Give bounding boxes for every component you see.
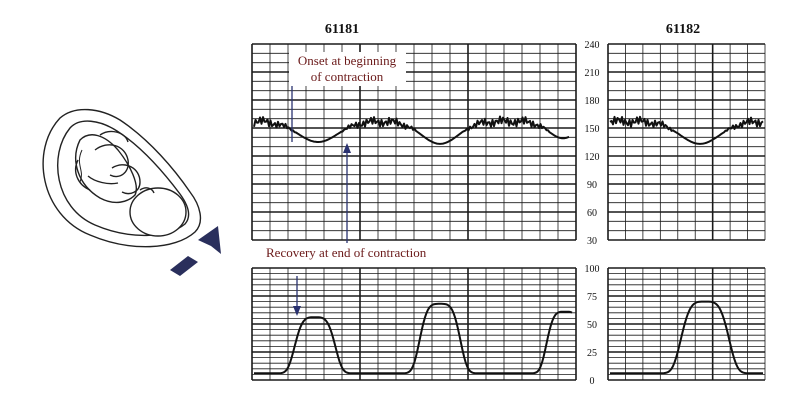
onset-annotation-box [289,52,406,86]
recovery-pointer-arrow-icon [343,143,351,245]
uc-tick-label: 75 [587,292,597,303]
fhr-tick-label: 240 [585,40,600,51]
onset-annotation-line2: of contraction [311,69,384,84]
fhr-tick-label: 30 [587,236,597,247]
panel-label-61181: 61181 [325,22,359,37]
uterine-pressure-arrow-icon [170,256,198,276]
fetus-in-uterus-illustration [42,108,202,248]
uterine-pressure-arrow-icon [198,226,221,254]
uc-tick-label: 25 [587,348,597,359]
panel-label-61182: 61182 [666,22,700,37]
uc-trace [254,300,763,375]
fhr-tick-label: 120 [585,152,600,163]
uc-tick-label: 50 [587,320,597,331]
fhr-tick-label: 210 [585,68,600,79]
onset-annotation-line1: Onset at beginning [298,53,397,68]
uc-tick-label: 0 [590,376,595,387]
uc-tick-label: 100 [585,264,600,275]
fhr-trace [253,115,764,145]
fhr-axis: 240 210 180 150 120 90 60 30 [585,40,600,247]
fhr-tick-label: 150 [585,124,600,135]
fhr-tick-label: 180 [585,96,600,107]
fhr-tick-label: 90 [587,180,597,191]
uc-axis: 100 75 50 25 0 [585,264,600,387]
recovery-annotation: Recovery at end of contraction [266,245,427,260]
uc-onset-pointer [293,276,301,316]
fhr-tick-label: 60 [587,208,597,219]
recovery-annotation-box [264,243,464,261]
